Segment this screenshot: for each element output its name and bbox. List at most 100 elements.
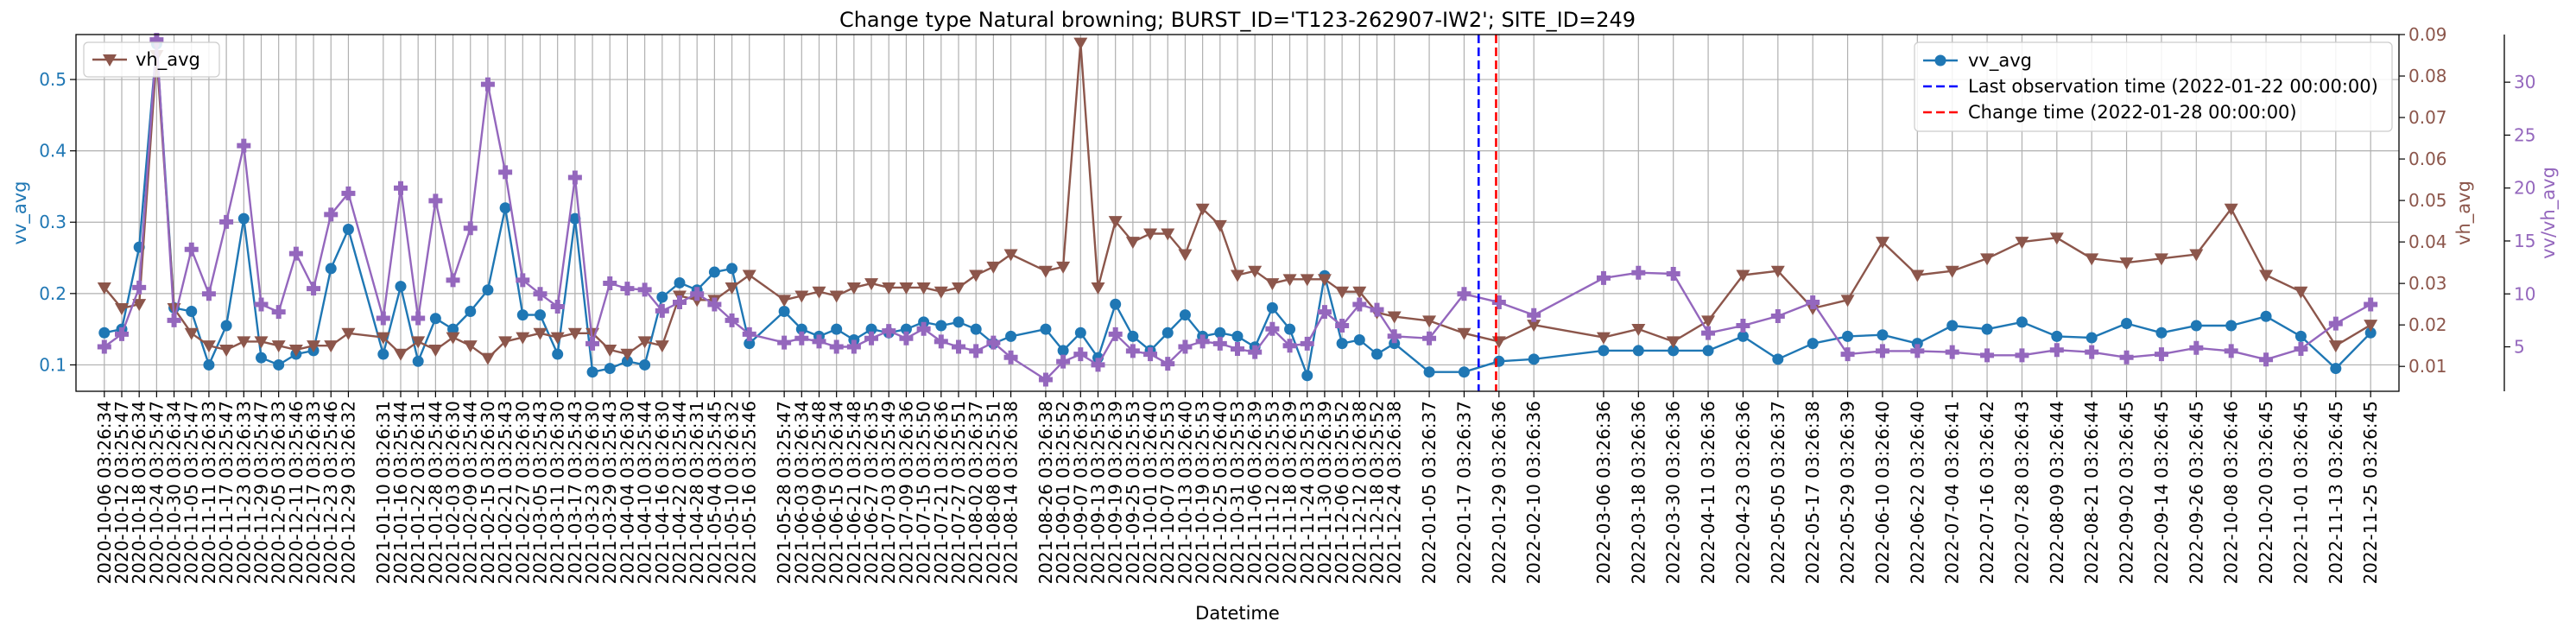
data-point [1179, 309, 1191, 321]
x-tick-label: 2021-11-30 03:26:39 [1314, 401, 1335, 584]
data-point [655, 340, 669, 353]
x-tick-label: 2021-12-06 03:25:52 [1332, 401, 1352, 584]
x-tick-label: 2021-01-28 03:25:44 [425, 401, 446, 584]
data-point [744, 338, 756, 350]
data-point [1248, 265, 1263, 278]
x-tick-label: 2021-03-17 03:25:43 [565, 401, 585, 584]
data-point [1910, 344, 1925, 358]
x-tick-label: 2021-10-07 03:25:53 [1157, 401, 1178, 584]
data-point [1231, 341, 1244, 356]
legend-right: vv_avg Last observation time (2022-01-22 … [1914, 41, 2393, 132]
x-tick-label: 2021-12-24 03:26:38 [1384, 401, 1405, 584]
data-point [480, 352, 495, 365]
x-tick-label: 2021-08-02 03:26:37 [965, 401, 986, 584]
data-point [1265, 321, 1280, 336]
data-point [1057, 345, 1069, 357]
x-tick-label: 2021-06-15 03:26:34 [826, 401, 847, 584]
data-point [585, 336, 600, 351]
data-point [1301, 370, 1313, 382]
legend-frame [1914, 41, 2393, 132]
data-point [1702, 345, 1714, 357]
chart-title: Change type Natural browning; BURST_ID='… [839, 8, 1636, 32]
data-point [1091, 358, 1105, 372]
data-point [1317, 305, 1332, 320]
x-tick-label: 2021-04-28 03:26:31 [687, 401, 707, 584]
data-point [1127, 330, 1139, 342]
data-point [707, 297, 722, 312]
x-tick-label: 2021-05-10 03:26:32 [722, 401, 743, 584]
data-point [237, 212, 250, 225]
x-tick-label: 2021-11-12 03:25:53 [1262, 401, 1282, 584]
data-point [2259, 352, 2274, 367]
data-point [899, 331, 914, 346]
data-point [2154, 347, 2168, 362]
data-point [288, 344, 303, 357]
data-point [412, 355, 424, 367]
data-point [690, 287, 705, 301]
data-point [1423, 366, 1435, 378]
series-vh-avg [97, 37, 2378, 365]
data-point [429, 313, 441, 325]
x-tick-label: 2020-12-23 03:25:46 [320, 401, 341, 584]
data-point [986, 335, 1001, 350]
data-point [969, 344, 984, 358]
data-point [533, 287, 547, 301]
x-tick-label: 2021-05-28 03:25:47 [774, 401, 794, 584]
data-point [1945, 345, 1959, 359]
x-tick-label: 2022-11-25 03:26:45 [2360, 401, 2381, 584]
data-point [812, 334, 826, 349]
data-point [742, 269, 756, 282]
data-point [970, 323, 982, 335]
y-right-tick-label: 0.04 [2408, 231, 2447, 252]
data-point [167, 313, 181, 327]
data-point [637, 336, 652, 349]
data-point [376, 332, 390, 345]
series-vv-avg [98, 38, 2377, 382]
data-point [1806, 295, 1820, 310]
data-point [2119, 350, 2134, 365]
data-point [288, 246, 303, 261]
data-point [1910, 269, 1925, 282]
x-tick-label: 2022-04-23 03:26:36 [1732, 401, 1753, 584]
x-tick-label: 2021-04-10 03:25:44 [635, 401, 655, 584]
x-tick-label: 2021-04-16 03:26:30 [652, 401, 673, 584]
x-tick-label: 2020-11-29 03:25:47 [250, 401, 271, 584]
y-ratio-tick-label: 30 [2514, 72, 2535, 92]
data-point [1840, 347, 1855, 362]
x-tick-label: 2022-02-10 03:26:36 [1523, 401, 1544, 584]
data-point [393, 348, 408, 361]
data-point [1300, 274, 1314, 287]
data-point [829, 339, 844, 354]
x-tick-label: 2021-12-12 03:26:38 [1349, 401, 1370, 584]
data-point [725, 282, 739, 295]
y-axis-right-title: vh_avg [2453, 181, 2475, 245]
data-point [2364, 320, 2378, 333]
data-point [254, 336, 269, 349]
data-point [97, 282, 111, 295]
x-tick-label: 2021-03-29 03:25:43 [599, 401, 620, 584]
data-point [237, 336, 251, 349]
data-point [254, 297, 269, 312]
data-point [1178, 249, 1193, 262]
data-point [934, 286, 948, 299]
data-point [882, 282, 896, 295]
x-tick-label: 2021-11-18 03:26:39 [1280, 401, 1301, 584]
y-ratio-tick-label: 20 [2514, 178, 2535, 199]
data-point [1231, 269, 1244, 282]
x-tick-label: 2021-02-15 03:26:30 [478, 401, 498, 584]
data-point [690, 295, 705, 307]
data-point [986, 261, 1001, 274]
x-tick-label: 2022-05-29 03:26:39 [1838, 401, 1858, 584]
data-point [1457, 287, 1472, 301]
data-point [655, 303, 669, 318]
x-tick-label: 2020-11-11 03:26:33 [199, 401, 219, 584]
data-point [1596, 270, 1611, 285]
data-point [1770, 265, 1785, 278]
x-tick-label: 2020-10-06 03:26:34 [94, 401, 115, 584]
data-point [1038, 372, 1053, 387]
y-right-tick-label: 0.03 [2408, 273, 2447, 294]
data-point [1770, 308, 1785, 323]
x-tick-label: 2022-10-08 03:26:46 [2221, 401, 2242, 584]
y-left-tick-label: 0.1 [39, 354, 66, 375]
